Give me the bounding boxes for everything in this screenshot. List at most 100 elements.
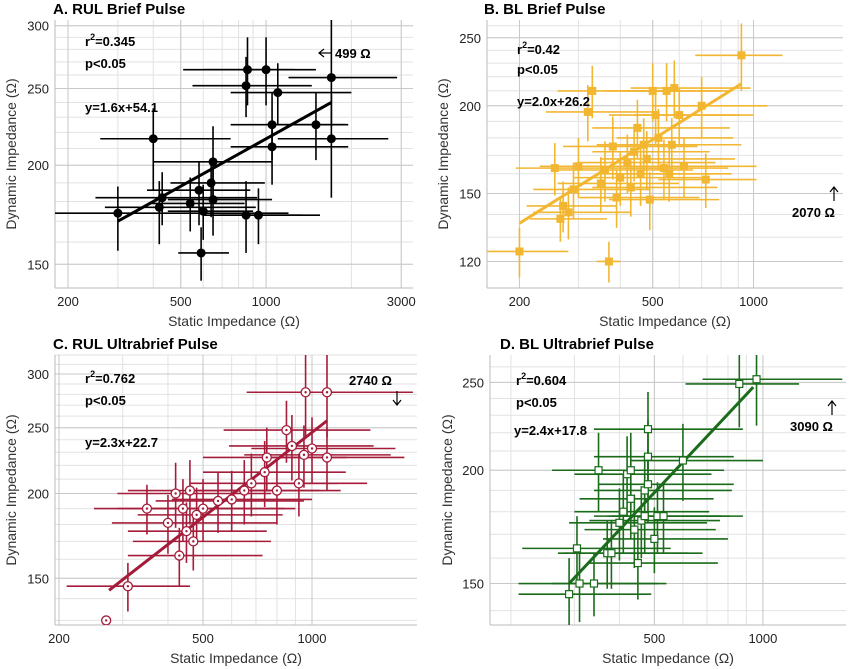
data-point xyxy=(572,544,582,553)
data-point xyxy=(148,134,158,144)
data-point xyxy=(559,201,568,210)
x-axis-label: Static Impedance (Ω) xyxy=(170,650,302,666)
x-axis-label: Static Impedance (Ω) xyxy=(599,313,731,329)
data-point xyxy=(665,169,674,178)
data-point xyxy=(735,379,744,389)
y-axis-label: Dynamic Impedance (Ω) xyxy=(439,414,455,565)
data-point xyxy=(662,86,671,95)
chart-title: B. BL Brief Pulse xyxy=(484,1,605,18)
marker-dot xyxy=(104,619,108,622)
data-point xyxy=(608,142,617,151)
marker-dot xyxy=(325,391,329,394)
data-point xyxy=(208,157,218,167)
regression-line xyxy=(567,386,755,585)
data-point xyxy=(157,193,167,203)
data-point xyxy=(633,558,642,568)
r-squared-label: r2=0.604 xyxy=(516,371,567,388)
marker-dot xyxy=(166,521,170,525)
x-tick-label: 500 xyxy=(192,631,214,646)
marker-dot xyxy=(195,513,198,517)
data-point xyxy=(643,452,653,461)
y-tick-label: 250 xyxy=(459,31,481,46)
chart-title: D. BL Ultrabrief Pulse xyxy=(500,336,654,353)
data-point xyxy=(267,120,277,130)
data-layer xyxy=(518,355,843,625)
y-tick-label: 200 xyxy=(462,463,484,478)
data-point xyxy=(267,142,277,152)
data-point xyxy=(680,162,689,171)
data-point xyxy=(326,134,336,144)
data-point xyxy=(594,466,603,475)
marker-dot xyxy=(181,507,185,510)
outlier-arrow-icon xyxy=(827,400,837,415)
marker-dot xyxy=(302,453,306,457)
outlier-label: 499 Ω xyxy=(335,46,371,61)
y-axis-label: Dynamic Impedance (Ω) xyxy=(3,78,19,229)
data-point xyxy=(589,579,599,588)
x-tick-label: 200 xyxy=(48,631,70,646)
regression-line xyxy=(117,101,333,223)
r-squared-label: r2=0.762 xyxy=(85,369,135,386)
p-value-label: p<0.05 xyxy=(517,62,558,77)
x-tick-label: 1000 xyxy=(298,631,327,646)
data-point xyxy=(630,147,639,156)
data-point xyxy=(196,248,206,258)
equation-label: y=2.3x+22.7 xyxy=(85,435,158,450)
equation-label: y=2.4x+17.8 xyxy=(514,423,587,438)
data-point xyxy=(752,375,761,384)
data-point xyxy=(737,51,746,60)
data-point xyxy=(550,164,559,173)
data-layer xyxy=(487,23,783,283)
y-axis-label: Dynamic Impedance (Ω) xyxy=(435,78,451,229)
data-point xyxy=(206,178,216,188)
data-point xyxy=(575,579,584,588)
x-tick-label: 1000 xyxy=(739,294,768,309)
data-point xyxy=(600,166,609,175)
data-point xyxy=(633,123,642,132)
marker-dot xyxy=(145,507,149,510)
data-point xyxy=(607,549,616,558)
marker-dot xyxy=(188,489,192,492)
marker-dot xyxy=(174,492,177,495)
chart-title: C. RUL Ultrabrief Pulse xyxy=(53,336,218,353)
data-point xyxy=(645,195,654,204)
x-tick-label: 200 xyxy=(57,294,79,309)
y-tick-label: 120 xyxy=(459,254,481,269)
y-tick-label: 150 xyxy=(27,571,49,586)
data-point xyxy=(659,512,668,521)
marker-dot xyxy=(275,489,279,492)
x-tick-label: 500 xyxy=(170,294,192,309)
marker-dot xyxy=(201,507,205,510)
r-squared-label: r2=0.42 xyxy=(517,40,560,57)
y-tick-label: 150 xyxy=(27,257,49,272)
data-point xyxy=(198,206,208,216)
y-tick-label: 300 xyxy=(27,19,49,34)
data-point xyxy=(113,208,123,218)
x-tick-label: 3000 xyxy=(387,294,416,309)
outlier-label: 2740 Ω xyxy=(349,373,392,388)
data-point xyxy=(311,120,321,130)
equation-label: y=2.0x+26.2 xyxy=(517,94,590,109)
marker-dot xyxy=(297,482,301,485)
data-point xyxy=(630,525,639,534)
data-layer xyxy=(55,20,398,281)
marker-dot xyxy=(285,428,288,432)
data-point xyxy=(678,456,688,465)
data-point xyxy=(648,86,657,95)
marker-dot xyxy=(290,444,294,448)
x-axis-label: Static Impedance (Ω) xyxy=(602,650,734,666)
data-point xyxy=(615,518,624,527)
y-axis-label: Dynamic Impedance (Ω) xyxy=(3,414,19,565)
data-point xyxy=(675,111,684,120)
y-tick-label: 200 xyxy=(459,99,481,114)
data-point xyxy=(253,210,263,220)
data-point xyxy=(194,185,204,195)
marker-dot xyxy=(185,529,188,533)
data-point xyxy=(654,133,663,142)
data-point xyxy=(616,173,625,182)
y-tick-label: 200 xyxy=(27,158,49,173)
data-point xyxy=(604,257,613,266)
data-point xyxy=(670,84,679,93)
